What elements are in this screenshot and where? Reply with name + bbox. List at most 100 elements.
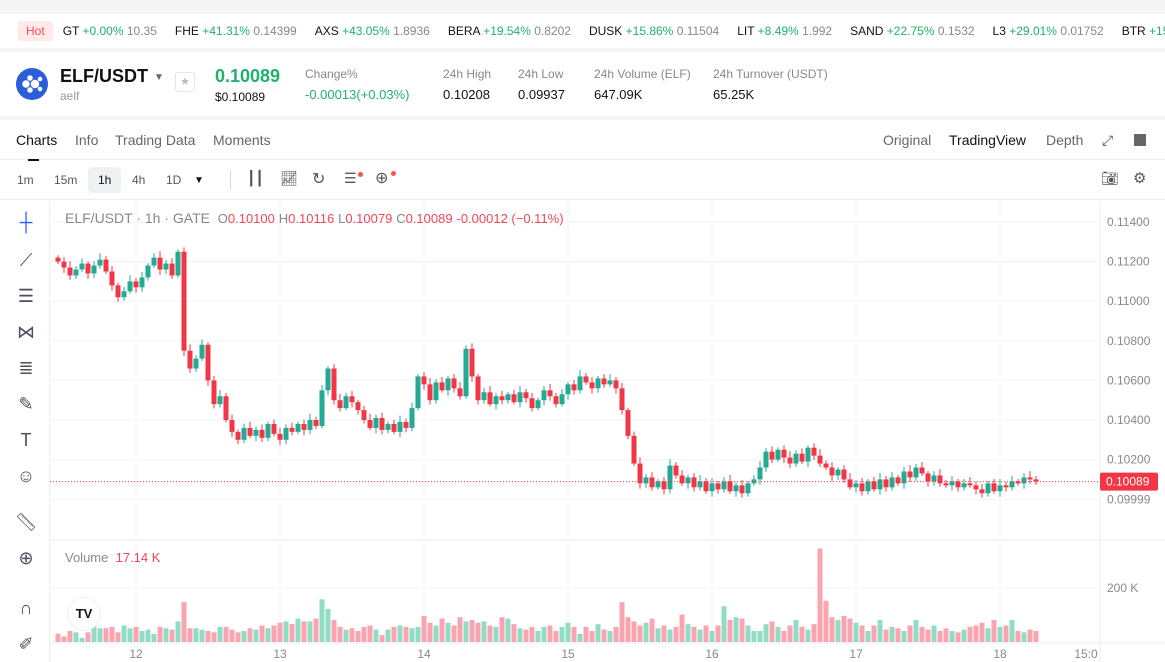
ticker-item[interactable]: BTR +15.6 [1121, 24, 1165, 38]
candle-body [835, 469, 841, 476]
layout-square-icon[interactable] [1134, 134, 1146, 146]
volume-bar [577, 633, 583, 642]
volume-bar [475, 622, 481, 642]
volume-bar [985, 628, 991, 642]
interval-4h[interactable]: 4h [132, 173, 146, 187]
settings-gear-icon[interactable]: ⚙ [1133, 170, 1147, 187]
text-icon[interactable]: T [20, 430, 32, 450]
parallel-lines-icon[interactable]: ☰ [17, 286, 35, 306]
ticker-item[interactable]: L3 +29.01% 0.01752 [992, 24, 1104, 38]
candle-body [643, 477, 649, 484]
candle-body [451, 378, 457, 389]
volume-bar [229, 629, 235, 642]
volume-bar [949, 631, 955, 642]
time-tick: 18 [993, 647, 1007, 661]
candle-body [787, 457, 793, 464]
candle-body [733, 485, 739, 492]
candle-body [439, 382, 445, 391]
candle-body [895, 477, 901, 484]
candle-body [739, 485, 745, 494]
crosshair-icon[interactable]: ┼ [19, 212, 33, 232]
volume-bar [973, 625, 979, 642]
volume-bar [487, 625, 493, 642]
tab-moments[interactable]: Moments [213, 132, 271, 148]
candle-body [661, 481, 667, 490]
interval-1d[interactable]: 1D [166, 173, 182, 187]
trend-line-icon[interactable]: ⟋ [19, 250, 33, 270]
fullscreen-icon[interactable]: ⤢ [1102, 132, 1114, 148]
pattern-icon[interactable]: ⋈ [17, 322, 35, 342]
templates-icon[interactable]: ☰ [344, 170, 357, 186]
volume-bar [925, 629, 931, 642]
tab-charts[interactable]: Charts [16, 132, 58, 161]
volume-bar [211, 632, 217, 642]
ticker-item[interactable]: SAND +22.75% 0.1532 [850, 24, 975, 38]
candle-body [313, 420, 319, 426]
view-original[interactable]: Original [883, 132, 932, 148]
volume-bar [433, 625, 439, 642]
ticker-item[interactable]: LIT +8.49% 1.992 [737, 24, 833, 38]
candle-body [637, 463, 643, 484]
favorite-star-icon[interactable]: ★ [175, 72, 195, 92]
brush-icon[interactable]: ✎ [18, 394, 34, 414]
candle-type-icon[interactable]: ┃┃ [247, 170, 264, 186]
candle-body [127, 281, 133, 292]
ruler-icon[interactable]: 📏︎ [14, 512, 38, 532]
last-price-label: 0.10089 [1106, 475, 1150, 489]
pair-header: ELF/USDT ▼ aelf ★ 0.10089 $0.10089 Change… [0, 52, 1165, 116]
candle-body [187, 350, 193, 369]
emoji-icon[interactable]: ☺ [16, 466, 36, 486]
candle-body [1021, 477, 1027, 484]
refresh-icon[interactable]: ↻ [312, 171, 326, 188]
volume-bar [757, 631, 763, 642]
view-depth[interactable]: Depth [1046, 132, 1084, 148]
ticker-item[interactable]: AXS +43.05% 1.8936 [314, 24, 430, 38]
ticker-item[interactable]: GT +0.00% 10.35 [62, 24, 157, 38]
add-icon[interactable]: ⊕ [375, 170, 389, 187]
volume-bar [583, 626, 589, 642]
zoom-in-icon[interactable]: ⊕ [18, 548, 34, 568]
volume-bar [703, 625, 709, 642]
fib-icon[interactable]: ≣ [18, 358, 34, 378]
volume-bar [565, 622, 571, 642]
candle-body [847, 479, 853, 488]
volume-bar [121, 625, 127, 642]
volume-bar [547, 625, 553, 642]
volume-bar [343, 629, 349, 642]
volume-bar [175, 621, 181, 642]
tab-trading-data[interactable]: Trading Data [115, 132, 196, 148]
lock-drawings-icon[interactable]: ✐ [18, 634, 34, 654]
volume-bar [331, 620, 337, 642]
candle-body [913, 467, 919, 478]
candle-body [769, 451, 775, 460]
candle-body [97, 259, 103, 266]
volume-bar [241, 631, 247, 642]
view-tradingview[interactable]: TradingView [949, 132, 1027, 148]
volume-bar [829, 617, 835, 642]
time-tick: 12 [129, 647, 143, 661]
camera-icon[interactable]: 📷︎ [1101, 170, 1119, 186]
volume-bar [355, 631, 361, 642]
interval-15m[interactable]: 15m [54, 173, 78, 187]
volume-bar [613, 626, 619, 642]
indicators-icon[interactable]: 📈︎ [280, 170, 298, 186]
pair-selector[interactable]: ELF/USDT ▼ [60, 66, 164, 87]
ticker-item[interactable]: DUSK +15.86% 0.11504 [588, 24, 720, 38]
ticker-item[interactable]: FHE +41.31% 0.14399 [174, 24, 297, 38]
magnet-icon[interactable]: ∩ [19, 598, 33, 618]
ticker-bar: Hot GT +0.00% 10.35 FHE +41.31% 0.14399 AX… [0, 14, 1165, 48]
candle-body [937, 475, 943, 484]
interval-1h[interactable]: 1h [88, 167, 122, 193]
volume-bar [391, 626, 397, 642]
interval-dropdown-icon[interactable]: ▼ [194, 175, 204, 186]
candlestick-chart[interactable]: 0.11400 0.11200 0.11000 0.10800 0.10600 0.104… [0, 120, 1165, 662]
candle-body [811, 447, 817, 456]
candle-body [1009, 481, 1015, 488]
volume-bar [997, 626, 1003, 642]
interval-1m[interactable]: 1m [17, 173, 34, 187]
tab-info[interactable]: Info [75, 132, 99, 148]
tradingview-logo[interactable]: TV [67, 597, 101, 631]
volume-bar [661, 625, 667, 642]
ticker-item[interactable]: BERA +19.54% 0.8202 [447, 24, 571, 38]
candle-body [775, 449, 781, 460]
